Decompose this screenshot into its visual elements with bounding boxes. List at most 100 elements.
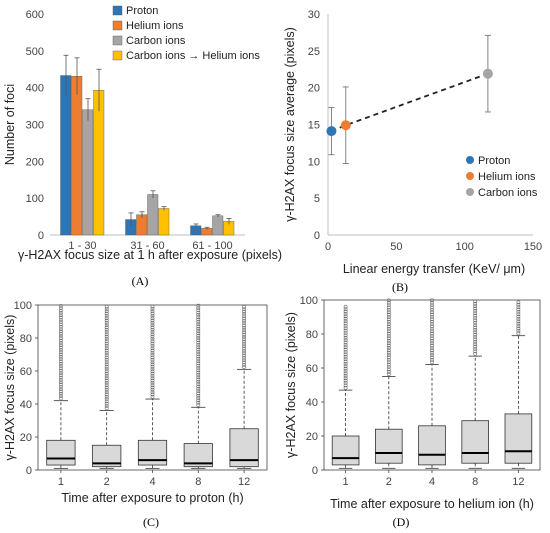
b-ylabel: γ-H2AX focus size average (pixels)	[283, 27, 297, 222]
c-outlier	[196, 375, 201, 380]
b-xtick-label: 50	[390, 241, 402, 253]
d-outlier	[343, 385, 348, 390]
b-ytick-label: 5	[314, 193, 320, 205]
c-outlier	[150, 309, 155, 314]
c-outlier	[59, 382, 63, 387]
d-outlier	[343, 371, 348, 376]
c-outlier	[242, 339, 247, 344]
d-box	[418, 425, 446, 466]
c-outlier	[104, 394, 109, 399]
d-outlier	[343, 354, 348, 359]
c-outlier	[196, 398, 201, 403]
c-outlier	[104, 355, 109, 360]
d-box	[331, 435, 360, 466]
c-outlier	[59, 384, 63, 389]
d-outlier	[386, 324, 391, 329]
b-xtick-label: 0	[325, 241, 331, 253]
d-outlier	[343, 304, 348, 309]
d-outlier	[386, 343, 391, 348]
c-outlier	[104, 313, 109, 318]
d-outlier	[386, 367, 391, 372]
c-outlier	[150, 327, 155, 332]
c-outlier	[104, 362, 109, 367]
d-outlier	[343, 383, 348, 388]
a-legend-swatch	[112, 20, 123, 31]
d-outlier	[473, 335, 478, 339]
c-ytick-label: 20	[20, 432, 32, 444]
c-outlier	[196, 400, 201, 405]
d-outlier	[473, 351, 478, 356]
c-outlier	[242, 312, 247, 316]
c-outlier	[150, 350, 155, 355]
c-outlier	[104, 323, 109, 328]
d-outlier	[516, 329, 521, 333]
b-ytick-label: 25	[308, 46, 320, 58]
d-outlier	[343, 321, 348, 326]
b-trendline	[331, 72, 489, 132]
c-outlier	[196, 345, 201, 350]
c-box	[183, 443, 213, 468]
b-ytick-label: 30	[308, 9, 320, 21]
d-outlier	[473, 318, 478, 323]
a-ytick-label: 300	[26, 120, 44, 132]
c-outlier	[59, 306, 63, 311]
d-outlier	[473, 347, 478, 351]
c-outlier	[104, 383, 109, 388]
c-outlier	[196, 310, 201, 315]
c-outlier	[104, 390, 109, 395]
d-outlier	[430, 305, 434, 310]
c-outlier	[59, 343, 63, 348]
d-outlier	[386, 331, 391, 336]
d-outlier	[343, 347, 348, 352]
c-outlier	[59, 311, 63, 315]
d-outlier	[343, 338, 348, 343]
d-outlier	[343, 350, 348, 354]
c-outlier	[196, 333, 201, 338]
d-outlier	[473, 301, 478, 306]
a-panel-label: (A)	[132, 274, 149, 288]
a-bar	[93, 90, 105, 236]
c-outlier	[59, 361, 63, 366]
d-outlier	[473, 325, 478, 330]
c-outlier	[59, 334, 63, 338]
c-outlier	[59, 324, 63, 329]
d-box	[375, 428, 403, 464]
d-ylabel: γ-H2AX focus size (pixels)	[284, 312, 298, 458]
c-ytick-label: 40	[20, 399, 32, 411]
b-ytick-label: 15	[308, 120, 320, 132]
c-outlier	[150, 344, 155, 348]
d-outlier	[473, 308, 478, 313]
d-outlier	[386, 362, 391, 367]
c-outlier	[242, 353, 247, 358]
b-xtick-label: 100	[455, 241, 473, 253]
d-outlier	[516, 324, 521, 329]
c-outlier	[150, 337, 155, 341]
c-outlier	[104, 339, 109, 344]
c-outlier	[196, 359, 201, 364]
c-outlier	[104, 357, 109, 362]
c-outlier	[196, 322, 201, 327]
a-legend-label: Helium ions	[126, 20, 184, 32]
c-ytick-label: 0	[26, 465, 32, 477]
d-outlier	[430, 353, 434, 357]
d-outlier	[343, 314, 348, 319]
c-outlier	[242, 328, 247, 332]
d-outlier	[516, 305, 521, 310]
c-outlier	[150, 387, 155, 392]
d-outlier	[343, 359, 348, 364]
c-outlier	[196, 354, 201, 359]
a-ytick-label: 0	[38, 230, 44, 242]
c-outlier	[196, 303, 201, 308]
c-outlier	[150, 346, 155, 351]
b-panel-label: (B)	[392, 280, 408, 294]
d-outlier	[473, 328, 478, 332]
d-outlier	[386, 312, 391, 317]
d-outlier	[516, 307, 521, 312]
c-outlier	[196, 338, 201, 343]
d-outlier	[473, 344, 478, 349]
c-outlier	[150, 383, 155, 388]
d-xlabel: Time after exposure to helium ion (h)	[330, 497, 534, 511]
d-outlier	[430, 300, 434, 305]
c-outlier	[150, 374, 155, 378]
c-outlier	[59, 331, 63, 336]
